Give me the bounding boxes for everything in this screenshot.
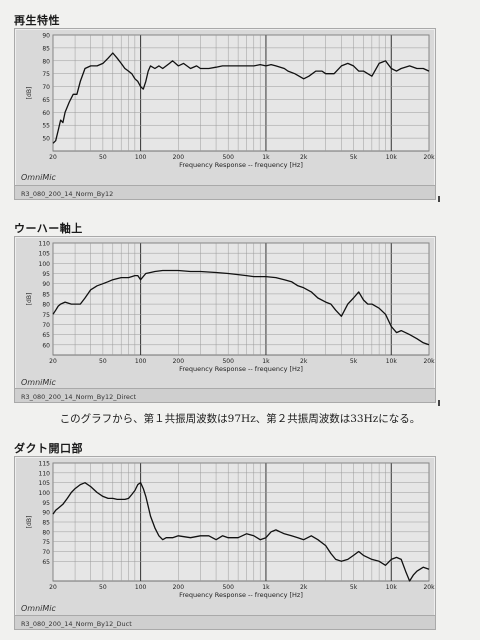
plot-area [52,34,430,152]
x-tick-label: 5k [350,584,358,591]
chart-2-panel: 60 65 70 75 80 85 90 95 100 105 110 20 50 100 200 500 1k… [14,236,436,403]
x-tick-label: 200 [173,358,185,365]
x-tick-label: 5k [350,358,358,365]
x-tick-label: 50 [99,358,107,365]
chart-1-panel: 50 55 60 65 70 75 80 85 90 20 50 100 200 500 1k 2k 5k 10k… [14,28,436,200]
y-tick-label: 75 [42,312,50,319]
y-tick-label: 85 [42,291,50,298]
x-tick-label: 1k [262,358,270,365]
y-tick-label: 110 [39,470,51,477]
x-tick-label: 500 [222,584,234,591]
chart-2-svg: 60 65 70 75 80 85 90 95 100 105 110 20 50 100 200 500 1k… [26,241,435,374]
chart-3-svg: 65 70 75 80 85 90 95 100 105 110 115 20 50 100 200 500 1… [26,461,435,600]
y-tick-label: 85 [42,520,50,527]
x-axis-label: Frequency Response -- frequency [Hz] [179,591,303,599]
frequency-response-line [52,482,430,582]
chart-1-title: 再生特性 [14,14,60,27]
x-tick-label: 10k [386,584,398,591]
y-tick-label: 60 [42,110,50,117]
chart-2-brand: OmniMic [21,378,56,387]
x-tick-label: 200 [173,584,185,591]
x-tick-label: 20 [49,584,57,591]
y-tick-label: 100 [39,490,51,497]
x-tick-label: 50 [99,584,107,591]
chart-3-file-label: R3_080_200_14_Norm_By12_Duct [21,620,132,628]
x-tick-label: 100 [135,584,147,591]
y-tick-label: 90 [42,33,50,40]
y-tick-label: 90 [42,281,50,288]
y-tick-label: 70 [42,549,50,556]
chart-1-file-label: R3_080_200_14_Norm_By12 [21,190,114,198]
x-tick-label: 20 [49,358,57,365]
x-tick-label: 20 [49,154,57,161]
x-tick-label: 20k [423,358,435,365]
y-tick-label: 50 [42,136,50,143]
y-axis-label: [dB] [26,516,33,529]
y-tick-label: 70 [42,84,50,91]
chart-2-status-strip: R3_080_200_14_Norm_By12_Direct [15,388,435,402]
y-axis-label: [dB] [26,293,33,306]
x-tick-label: 100 [135,154,147,161]
y-tick-label: 95 [42,271,50,278]
y-tick-label: 100 [39,261,51,268]
y-tick-label: 75 [42,71,50,78]
x-tick-label: 200 [173,154,185,161]
chart-1-svg: 50 55 60 65 70 75 80 85 90 20 50 100 200 500 1k 2k 5k 10k… [26,33,435,170]
y-tick-label: 70 [42,322,50,329]
y-tick-label: 105 [39,480,51,487]
chart-1-status-strip: R3_080_200_14_Norm_By12 [15,185,435,199]
x-tick-label: 2k [300,358,308,365]
chart-2-file-label: R3_080_200_14_Norm_By12_Direct [21,393,137,401]
y-tick-label: 95 [42,500,50,507]
x-tick-label: 1k [262,584,270,591]
x-tick-label: 20k [423,584,435,591]
x-tick-label: 2k [300,584,308,591]
chart-3-status-strip: R3_080_200_14_Norm_By12_Duct [15,615,435,629]
y-tick-label: 65 [42,559,50,566]
edge-mark-2 [438,400,440,406]
x-tick-label: 10k [386,154,398,161]
x-tick-label: 2k [300,154,308,161]
y-tick-label: 110 [39,241,51,248]
x-tick-label: 1k [262,154,270,161]
y-tick-label: 80 [42,529,50,536]
plot-area [52,242,430,356]
frequency-response-line [52,52,430,144]
x-axis-label: Frequency Response -- frequency [Hz] [179,161,303,169]
y-tick-label: 85 [42,45,50,52]
y-tick-label: 60 [42,342,50,349]
chart-3-title: ダクト開口部 [14,442,83,455]
y-tick-label: 115 [39,461,51,468]
edge-mark-1 [438,196,440,202]
y-tick-label: 65 [42,97,50,104]
middle-caption: このグラフから、第１共振周波数は97Hz、第２共振周波数は33Hzになる。 [59,413,421,425]
y-tick-label: 80 [42,58,50,65]
y-tick-label: 65 [42,332,50,339]
x-axis-label: Frequency Response -- frequency [Hz] [179,365,303,373]
y-tick-label: 90 [42,510,50,517]
x-tick-label: 100 [135,358,147,365]
y-tick-label: 75 [42,539,50,546]
y-tick-label: 80 [42,302,50,309]
x-tick-label: 50 [99,154,107,161]
frequency-response-line [52,269,430,346]
x-tick-label: 5k [350,154,358,161]
x-tick-label: 500 [222,154,234,161]
x-tick-label: 20k [423,154,435,161]
y-tick-label: 55 [42,123,50,130]
y-tick-label: 105 [39,251,51,258]
y-axis-label: [dB] [26,87,33,100]
chart-3-brand: OmniMic [21,604,56,613]
x-tick-label: 10k [386,358,398,365]
chart-3-panel: 65 70 75 80 85 90 95 100 105 110 115 20 50 100 200 500 1… [14,456,436,630]
x-tick-label: 500 [222,358,234,365]
chart-1-brand: OmniMic [21,173,56,182]
chart-2-title: ウーハー軸上 [14,222,83,235]
